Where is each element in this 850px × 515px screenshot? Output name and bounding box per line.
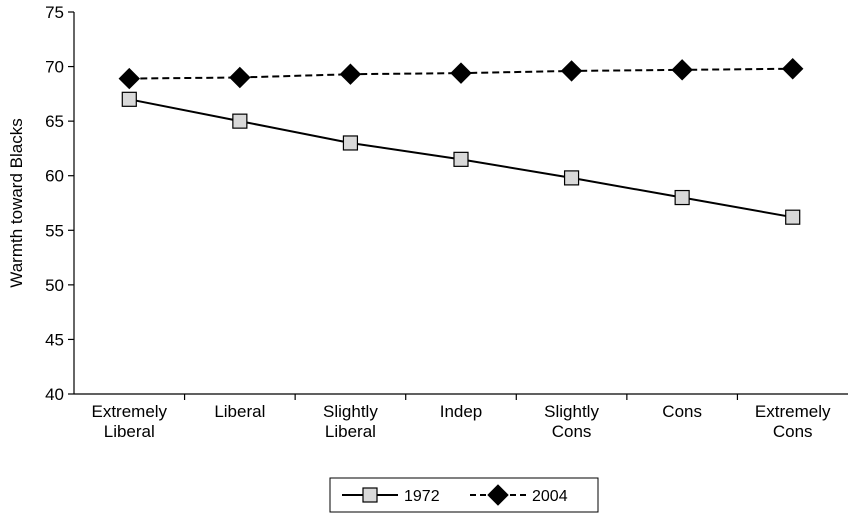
legend: 1972 2004	[329, 477, 599, 513]
x-tick-label-line: Indep	[440, 402, 483, 421]
data-point-1972	[121, 91, 137, 107]
y-tick-label: 50	[45, 276, 64, 295]
y-axis-title: Warmth toward Blacks	[7, 118, 26, 287]
series-1972	[121, 91, 801, 225]
x-tick-label: Slightly Cons	[544, 402, 599, 441]
data-point-1972	[453, 151, 469, 167]
legend-box	[329, 477, 599, 513]
series-layer	[118, 58, 804, 225]
data-point-2004	[118, 67, 140, 90]
x-tick-label-line: Extremely	[91, 402, 167, 421]
data-point-1972	[785, 209, 801, 225]
axes	[73, 12, 848, 395]
x-tick-label-line: Cons	[552, 422, 592, 441]
x-tick-label-line: Liberal	[104, 422, 155, 441]
legend-label-1972: 1972	[404, 488, 440, 505]
y-tick-label: 75	[45, 3, 64, 22]
legend-label-2004: 2004	[532, 488, 568, 505]
y-tick-label: 70	[45, 58, 64, 77]
x-tick-label-line: Liberal	[325, 422, 376, 441]
x-tick-label-line: Slightly	[323, 402, 378, 421]
data-point-1972	[232, 113, 248, 129]
y-tick-label: 45	[45, 330, 64, 349]
data-point-1972	[674, 189, 690, 206]
x-tick-label-line: Slightly	[544, 402, 599, 421]
x-tick-label: Extremely Liberal	[91, 402, 167, 441]
x-tick-label-line: Liberal	[214, 402, 265, 421]
x-tick-label: Liberal	[214, 402, 265, 421]
y-ticks: 40 45 50 55 60 65 70 75	[45, 3, 74, 404]
x-tick-label-line: Cons	[773, 422, 813, 441]
x-tick-label: Extremely Cons	[755, 402, 831, 441]
x-tick-label: Cons	[662, 402, 702, 421]
data-point-1972	[342, 135, 359, 151]
legend-marker-1972	[362, 487, 378, 503]
x-tick-label: Indep	[440, 402, 483, 421]
data-point-2004	[560, 60, 583, 82]
data-point-2004	[450, 62, 472, 84]
data-point-2004	[782, 58, 804, 80]
data-point-1972	[563, 170, 580, 186]
x-tick-label-line: Cons	[662, 402, 702, 421]
y-tick-label: 55	[45, 221, 64, 240]
x-tick-label-line: Extremely	[755, 402, 831, 421]
y-tick-label: 40	[45, 385, 64, 404]
x-tick-label: Slightly Liberal	[323, 402, 378, 441]
y-tick-label: 65	[45, 112, 64, 131]
series-2004	[118, 58, 804, 90]
legend-marker-2004	[487, 484, 509, 506]
data-point-2004	[229, 66, 251, 89]
data-point-2004	[671, 59, 693, 81]
data-point-2004	[339, 63, 362, 85]
y-tick-label: 60	[45, 167, 64, 186]
